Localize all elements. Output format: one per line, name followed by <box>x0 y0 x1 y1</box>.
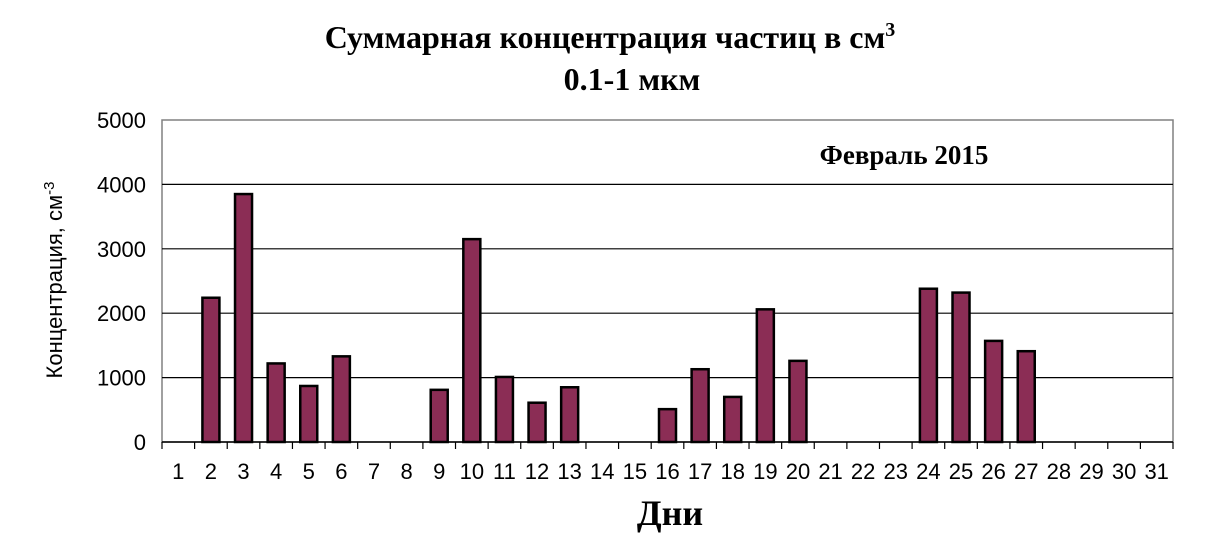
x-tick-label: 21 <box>818 459 842 484</box>
x-tick-label: 1 <box>172 459 184 484</box>
y-axis-title: Концентрация, см-3 <box>41 182 67 379</box>
x-tick-label: 8 <box>400 459 412 484</box>
x-tick-label: 28 <box>1047 459 1071 484</box>
x-tick-label: 15 <box>623 459 647 484</box>
gridlines <box>162 183 1173 379</box>
bar <box>722 395 743 444</box>
x-tick-label: 18 <box>720 459 744 484</box>
y-tick-label: 5000 <box>97 108 146 133</box>
x-tick-label: 3 <box>237 459 249 484</box>
x-tick-label: 10 <box>460 459 484 484</box>
bar <box>755 308 776 444</box>
bar <box>201 296 221 444</box>
bar <box>527 401 547 444</box>
x-tick-label: 22 <box>851 459 875 484</box>
y-axis-title-text: Концентрация, см <box>42 195 67 379</box>
y-tick-label: 2000 <box>97 301 146 326</box>
x-axis-title: Дни <box>637 493 703 533</box>
chart-annotation: Февраль 2015 <box>820 140 989 170</box>
bar <box>1016 349 1036 444</box>
y-tick-labels: 0 1000 2000 3000 4000 5000 <box>97 108 146 455</box>
bar <box>331 355 352 444</box>
bar <box>983 339 1004 444</box>
bar <box>690 367 710 444</box>
x-tick-label: 12 <box>525 459 549 484</box>
chart-title-superscript: 3 <box>885 19 895 41</box>
x-tick-label: 27 <box>1014 459 1038 484</box>
y-tick-label: 3000 <box>97 237 146 262</box>
bar <box>233 192 254 444</box>
bar <box>657 407 678 444</box>
x-axis <box>161 441 1174 449</box>
x-tick-label: 11 <box>493 459 516 484</box>
x-tick-label: 31 <box>1144 459 1168 484</box>
x-tick-labels: 1 2 3 4 5 6 7 8 9 10 11 12 13 14 15 16 17 18 19 20 21 22 23 24 2… <box>172 459 1169 484</box>
plot-area <box>161 119 1174 443</box>
x-tick-label: 7 <box>368 459 380 484</box>
x-tick-label: 19 <box>753 459 777 484</box>
bar <box>951 291 971 444</box>
chart-title: Суммарная концентрация частиц в см3 <box>325 19 896 55</box>
y-tick-label: 0 <box>134 430 146 455</box>
x-tick-label: 2 <box>205 459 217 484</box>
bar <box>299 384 319 444</box>
y-tick-label: 4000 <box>97 172 146 197</box>
x-tick-label: 6 <box>335 459 347 484</box>
chart-title-text: Суммарная концентрация частиц в см <box>325 19 886 55</box>
x-tick-label: 26 <box>981 459 1005 484</box>
bar <box>266 362 286 444</box>
x-tick-label: 29 <box>1079 459 1103 484</box>
x-tick-label: 24 <box>916 459 940 484</box>
chart-subtitle: 0.1-1 мкм <box>564 61 701 97</box>
bar <box>429 388 449 444</box>
x-tick-label: 16 <box>655 459 679 484</box>
x-tick-label: 13 <box>557 459 581 484</box>
x-tick-label: 25 <box>949 459 973 484</box>
bar <box>918 287 939 444</box>
y-tick-label: 1000 <box>97 366 146 391</box>
bar <box>462 237 482 444</box>
bar <box>494 375 515 444</box>
x-tick-label: 17 <box>688 459 712 484</box>
y-axis-title-superscript: -3 <box>41 182 58 195</box>
x-tick-label: 23 <box>884 459 908 484</box>
bar <box>559 386 580 444</box>
x-tick-label: 9 <box>433 459 445 484</box>
x-tick-label: 5 <box>303 459 315 484</box>
x-tick-label: 4 <box>270 459 282 484</box>
bar <box>788 359 808 444</box>
x-tick-label: 30 <box>1112 459 1136 484</box>
x-tick-label: 14 <box>590 459 614 484</box>
x-tick-label: 20 <box>786 459 810 484</box>
